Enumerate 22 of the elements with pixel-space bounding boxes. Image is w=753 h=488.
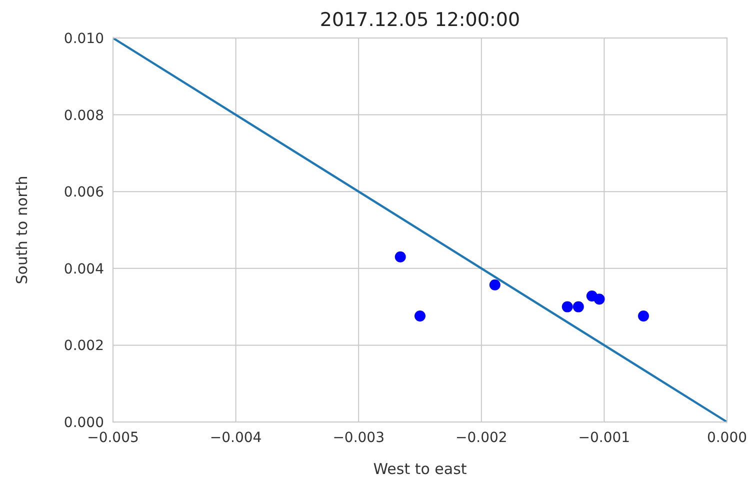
point [638,310,649,322]
point [572,301,584,312]
y-tick-label: 0.008 [64,108,104,124]
x-tick-label: −0.001 [578,430,630,446]
y-axis-title: South to north [13,176,31,284]
chart-title: 2017.12.05 12:00:00 [320,9,520,31]
x-tick-label: −0.005 [87,430,139,446]
y-tick-label: 0.006 [64,184,104,201]
x-tick-label: −0.004 [210,430,262,446]
y-tick-label: 0.000 [64,415,104,431]
point [594,294,605,305]
point [562,301,573,312]
y-tick-label: 0.002 [64,338,104,354]
point [489,279,500,290]
point [394,251,406,262]
x-tick-label: 0.000 [706,430,748,446]
x-axis-title: West to east [373,460,467,478]
y-tick-label: 0.010 [64,31,104,47]
x-tick-label: −0.002 [455,430,508,446]
point [414,310,426,322]
y-tick-label: 0.004 [64,261,104,278]
x-tick-label: −0.003 [332,430,385,446]
